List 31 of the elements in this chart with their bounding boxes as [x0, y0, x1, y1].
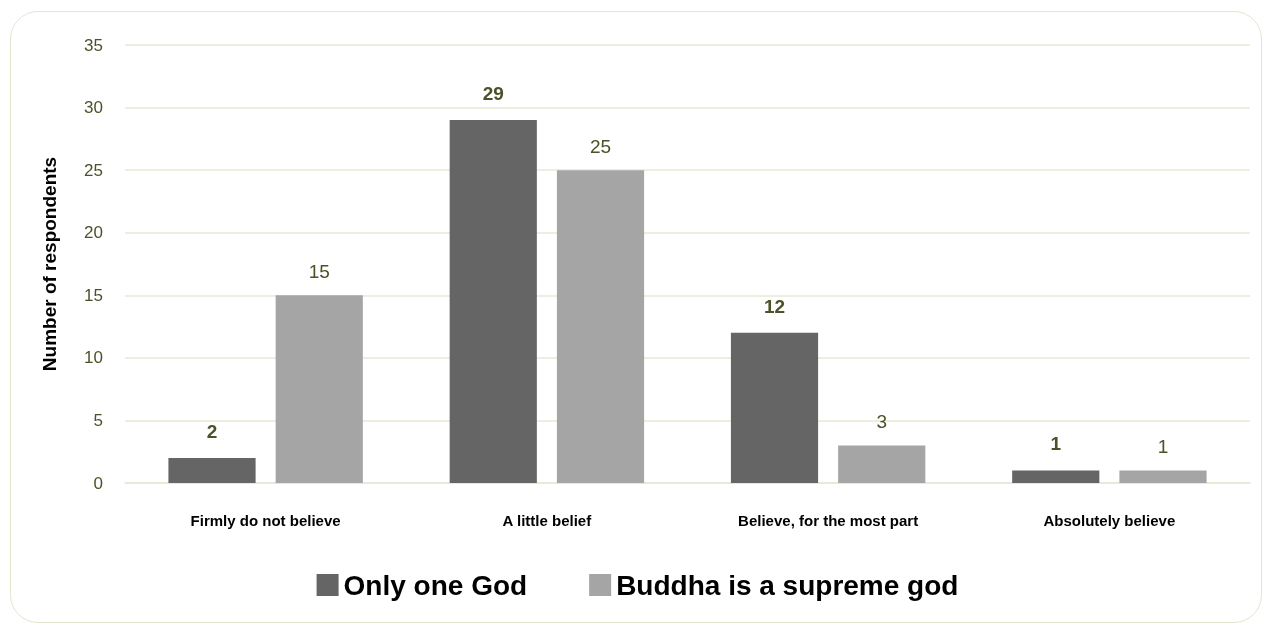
data-label: 2	[206, 420, 218, 442]
data-label: 1	[1157, 436, 1169, 458]
x-tick-label: Firmly do not believe	[190, 512, 341, 529]
bar	[556, 170, 645, 483]
bar	[730, 332, 819, 483]
x-tick-label: Absolutely believe	[1043, 512, 1176, 529]
y-tick-label: 5	[93, 410, 103, 430]
data-label: 12	[763, 295, 786, 317]
bar	[1119, 470, 1207, 483]
y-tick-label: 25	[84, 160, 103, 180]
y-tick-label: 0	[93, 473, 103, 493]
data-label: 29	[482, 83, 504, 105]
data-label: 25	[589, 136, 612, 158]
bar	[168, 457, 256, 483]
y-tick-label: 20	[84, 223, 103, 243]
y-tick-label: 15	[84, 285, 103, 305]
legend-label: Buddha is a supreme god	[616, 569, 959, 601]
legend-label: Only one God	[343, 569, 528, 601]
bar	[838, 445, 926, 483]
x-tick-label: A little belief	[502, 512, 593, 529]
x-tick-label: Believe, for the most part	[738, 512, 919, 529]
data-label: 15	[308, 261, 330, 283]
bar	[449, 120, 537, 483]
y-tick-label: 10	[84, 348, 103, 368]
bar	[275, 295, 363, 483]
y-tick-label: 30	[84, 98, 103, 118]
y-axis-title: Number of respondents	[39, 156, 60, 372]
data-label: 1	[1050, 433, 1062, 455]
bar	[1012, 470, 1100, 483]
y-tick-label: 35	[84, 35, 103, 55]
data-label: 3	[876, 411, 888, 433]
